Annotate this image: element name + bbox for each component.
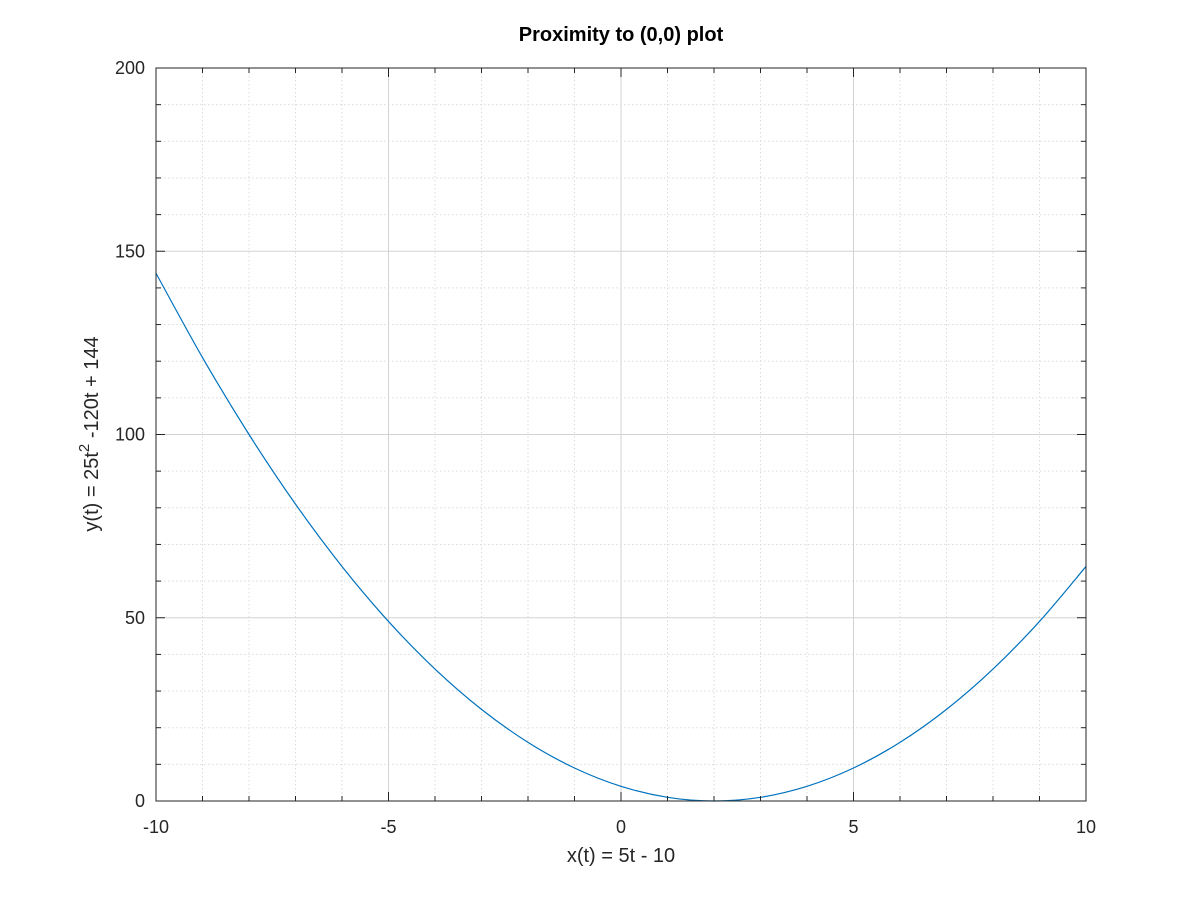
- x-tick-label: -5: [380, 817, 396, 837]
- series-line: [155, 272, 1087, 802]
- series-layer: [155, 272, 1087, 802]
- y-axis-label-rest: -120t + 144: [81, 336, 103, 443]
- x-tick-label: 10: [1076, 817, 1096, 837]
- axis-ticks: [155, 67, 1087, 802]
- y-tick-label: 100: [115, 425, 145, 445]
- grid-lines: [156, 68, 1086, 801]
- x-tick-label: 5: [848, 817, 858, 837]
- x-tick-label: -10: [143, 817, 169, 837]
- y-tick-label: 50: [125, 608, 145, 628]
- x-axis-label: x(t) = 5t - 10: [567, 845, 675, 867]
- chart-title: Proximity to (0,0) plot: [519, 24, 724, 46]
- y-axis-label-superscript: 2: [76, 444, 93, 452]
- y-axis-label-main: y(t) = 25t: [81, 452, 103, 532]
- y-tick-label: 200: [115, 58, 145, 78]
- y-tick-label: 0: [135, 791, 145, 811]
- y-axis-label: y(t) = 25t2 -120t + 144: [76, 336, 103, 531]
- x-tick-label: 0: [616, 817, 626, 837]
- y-tick-label: 150: [115, 241, 145, 261]
